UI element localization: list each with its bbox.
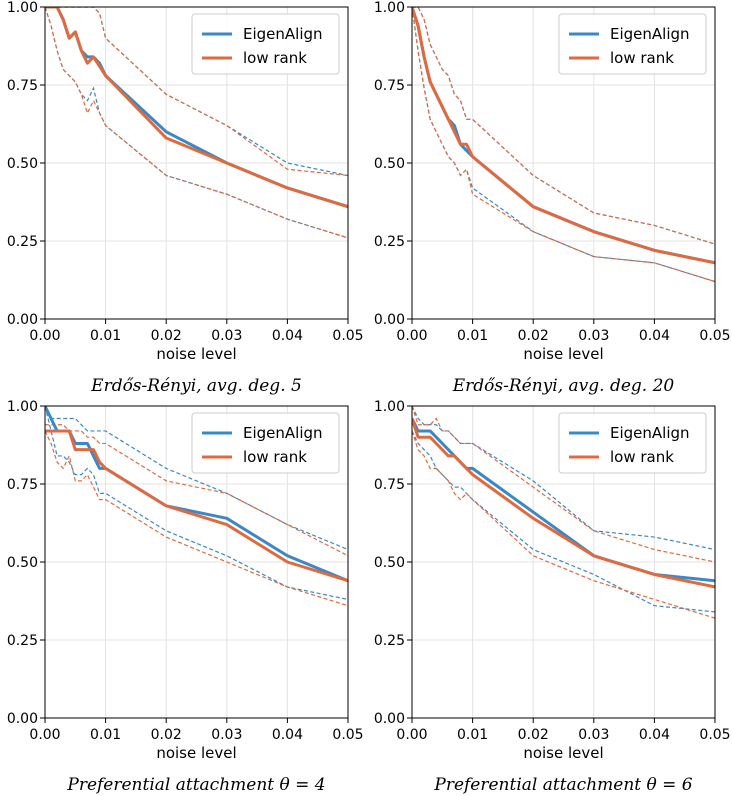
series-1-mean-line (45, 7, 348, 209)
x-tick-label: 0.02 (518, 328, 549, 344)
y-tick-label: 0.00 (7, 312, 38, 328)
x-tick-label: 0.00 (29, 328, 60, 344)
series-group (45, 406, 348, 607)
x-tick-label: 0.03 (211, 328, 242, 344)
y-tick-label: 0.50 (7, 555, 38, 571)
x-tick-label: 0.02 (151, 727, 182, 743)
x-tick-label: 0.01 (90, 328, 121, 344)
series-0-lower-band (412, 430, 715, 613)
series-1-upper-band (45, 424, 348, 557)
chart-panel-0: 0.00 0.01 0.02 0.03 0.04 0.05 0.00 0.25 0.50 0.75… (7, 0, 364, 396)
series-group (45, 7, 348, 239)
y-tick-label: 1.00 (7, 0, 38, 16)
legend: EigenAlign low rank (191, 412, 340, 474)
x-tick-label: 0.01 (457, 727, 488, 743)
series-1-mean-line (412, 418, 715, 589)
legend: EigenAlign low rank (558, 13, 707, 75)
plot-frame (411, 405, 716, 719)
x-tick-label: 0.05 (332, 328, 363, 344)
legend: EigenAlign low rank (558, 412, 707, 474)
y-tick-label: 0.25 (374, 234, 405, 250)
series-1-lower-band (45, 430, 348, 607)
x-tick-label: 0.00 (29, 727, 60, 743)
legend-label-1: low rank (243, 448, 307, 466)
series-1-lower-band (412, 7, 715, 283)
x-tick-label: 0.05 (699, 328, 730, 344)
plot-frame (44, 405, 349, 719)
legend-label-0: EigenAlign (610, 424, 690, 442)
series-group (412, 7, 715, 283)
legend-label-0: EigenAlign (243, 424, 323, 442)
y-tick-label: 0.75 (7, 477, 38, 493)
x-tick-label: 0.03 (211, 727, 242, 743)
x-tick-label: 0.04 (639, 328, 670, 344)
series-0-lower-band (45, 7, 348, 239)
x-tick-label: 0.01 (90, 727, 121, 743)
chart-panel-1: 0.00 0.01 0.02 0.03 0.04 0.05 0.00 0.25 0.50 0.75… (374, 0, 731, 396)
panel-caption: Erdős-Rényi, avg. deg. 5 (90, 376, 302, 396)
y-tick-label: 0.75 (374, 78, 405, 94)
series-1-upper-band (45, 7, 348, 177)
y-tick-label: 0.25 (7, 633, 38, 649)
plot-frame (44, 6, 349, 320)
plot-frame (411, 6, 716, 320)
series-0-upper-band (412, 406, 715, 551)
panel-caption: Preferential attachment θ = 6 (433, 775, 692, 795)
x-tick-label: 0.05 (699, 727, 730, 743)
y-tick-label: 1.00 (7, 399, 38, 415)
panel-caption: Preferential attachment θ = 4 (66, 775, 325, 795)
panel-caption: Erdős-Rényi, avg. deg. 20 (452, 376, 675, 396)
x-tick-label: 0.03 (578, 328, 609, 344)
y-tick-label: 0.00 (7, 711, 38, 727)
legend-label-1: low rank (610, 49, 674, 67)
x-tick-label: 0.01 (457, 328, 488, 344)
y-tick-label: 0.50 (7, 156, 38, 172)
y-tick-label: 1.00 (374, 0, 405, 16)
x-axis-label: noise level (156, 345, 236, 363)
series-1-upper-band (412, 406, 715, 563)
x-tick-label: 0.04 (272, 727, 303, 743)
x-tick-label: 0.02 (151, 328, 182, 344)
y-tick-label: 0.25 (374, 633, 405, 649)
x-axis-label: noise level (156, 744, 236, 762)
x-tick-label: 0.00 (396, 328, 427, 344)
x-tick-label: 0.04 (639, 727, 670, 743)
legend-label-1: low rank (243, 49, 307, 67)
x-tick-label: 0.03 (578, 727, 609, 743)
series-1-lower-band (412, 430, 715, 619)
legend-label-0: EigenAlign (610, 25, 690, 43)
x-tick-label: 0.04 (272, 328, 303, 344)
y-tick-label: 0.25 (7, 234, 38, 250)
series-1-mean-line (45, 429, 348, 583)
x-tick-label: 0.02 (518, 727, 549, 743)
y-tick-label: 1.00 (374, 399, 405, 415)
series-0-upper-band (45, 406, 348, 551)
y-tick-label: 0.50 (374, 555, 405, 571)
series-1-upper-band (412, 7, 715, 245)
y-tick-label: 0.50 (374, 156, 405, 172)
x-axis-label: noise level (523, 345, 603, 363)
chart-panel-2: 0.00 0.01 0.02 0.03 0.04 0.05 0.00 0.25 0.50 0.75… (7, 399, 364, 795)
x-tick-label: 0.05 (332, 727, 363, 743)
x-axis-label: noise level (523, 744, 603, 762)
y-tick-label: 0.00 (374, 312, 405, 328)
series-group (412, 406, 715, 619)
y-tick-label: 0.75 (7, 78, 38, 94)
x-tick-label: 0.00 (396, 727, 427, 743)
legend-label-0: EigenAlign (243, 25, 323, 43)
series-1-mean-line (412, 7, 715, 265)
y-tick-label: 0.00 (374, 711, 405, 727)
y-tick-label: 0.75 (374, 477, 405, 493)
legend: EigenAlign low rank (191, 13, 340, 75)
legend-label-1: low rank (610, 448, 674, 466)
series-0-lower-band (45, 406, 348, 601)
chart-panel-3: 0.00 0.01 0.02 0.03 0.04 0.05 0.00 0.25 0.50 0.75… (374, 399, 731, 795)
